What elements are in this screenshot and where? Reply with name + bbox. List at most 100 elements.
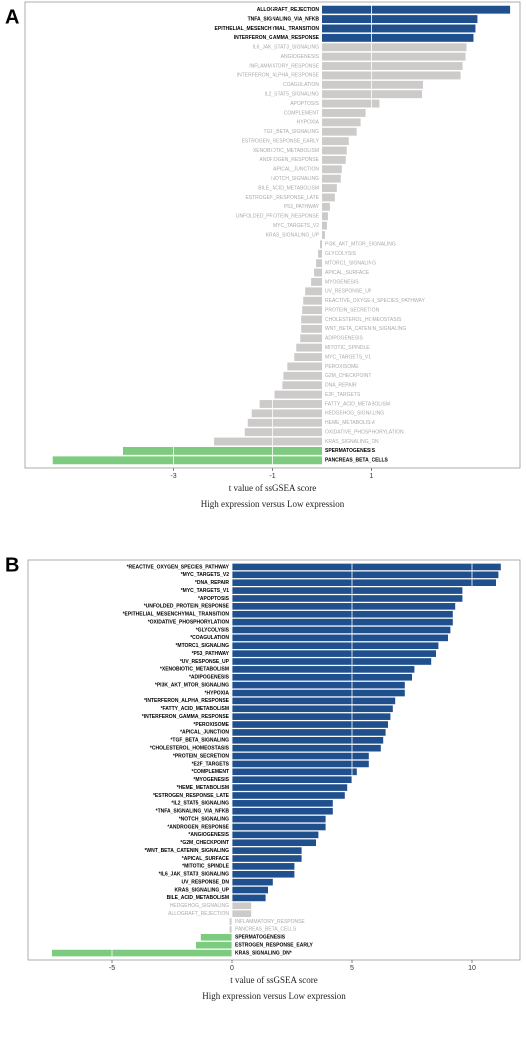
bar — [232, 681, 405, 689]
bar — [251, 409, 322, 418]
bar-label: IL2_STAT5_SIGNALING — [264, 92, 319, 98]
bar-label: HEDGEHOG_SIGNALING — [170, 903, 229, 909]
bar — [287, 362, 322, 371]
bar — [232, 603, 456, 610]
bar-label: *MYOGENESIS — [193, 777, 229, 783]
bar-label: MYOGENESIS — [325, 279, 359, 285]
bar-label: *MYC_TARGETS_V1 — [181, 588, 229, 594]
bar-label: NOTCH_SIGNALING — [271, 176, 319, 182]
bar-label: *HEME_METABOLISM — [177, 785, 229, 791]
x-tick-label: -3 — [170, 473, 176, 480]
bar-label: EPITHELIAL_MESENCHYMAL_TRANSITION — [215, 26, 320, 32]
bar-label: MITOTIC_SPINDLE — [325, 345, 370, 351]
bar-label: FATTY_ACID_METABOLISM — [325, 401, 390, 407]
bar — [232, 571, 499, 579]
bar-label: ANDROGEN_RESPONSE — [260, 157, 320, 163]
bar-label: INTERFERON_ALPHA_RESPONSE — [237, 73, 320, 79]
bar — [232, 752, 369, 760]
bar-label: COAGULATION — [283, 82, 319, 88]
bar-label: PEROXISOME — [325, 364, 359, 370]
bar — [123, 446, 322, 455]
bar-label: PI3K_AKT_MTOR_SIGNALING — [325, 242, 396, 248]
bar — [200, 933, 232, 941]
bar — [232, 729, 386, 736]
bar — [232, 886, 268, 894]
bar-label: ESTROGEN_RESPONSE_EARLY — [242, 138, 320, 144]
bar — [322, 109, 366, 117]
bar-label: UNFOLDED_PROTEIN_RESPONSE — [236, 214, 320, 220]
bar — [214, 437, 322, 446]
bar-label: *UNFOLDED_PROTEIN_RESPONSE — [144, 604, 230, 610]
bar — [52, 949, 232, 957]
bar-label: BILE_ACID_METABOLISM — [167, 895, 229, 901]
bar-label: APICAL_SURFACE — [325, 270, 370, 276]
bar — [322, 24, 476, 33]
bar — [318, 249, 322, 258]
bar-label: *OXIDATIVE_PHOSPHORYLATION — [148, 619, 230, 625]
bar — [232, 776, 352, 784]
bar — [232, 713, 391, 720]
bar — [232, 894, 266, 902]
bar-label: *XENOBIOTIC_METABOLISM — [160, 667, 229, 673]
bar — [322, 137, 349, 146]
bar — [229, 926, 232, 933]
bar — [196, 941, 232, 949]
bar-label: *G2M_CHECKPOINT — [180, 840, 229, 846]
bar — [232, 595, 463, 602]
bar — [232, 784, 348, 791]
bar-label: PANCREAS_BETA_CELLS — [325, 458, 389, 464]
bar-label: *HYPOXIA — [205, 690, 230, 696]
bar-label: *MITOTIC_SPINDLE — [182, 864, 230, 870]
bar-label: DNA_REPAIR — [325, 383, 357, 389]
bar-label: WNT_BETA_CATENIN_SIGNALING — [325, 326, 406, 332]
bar — [232, 618, 453, 626]
bar-label: ALLOGRAFT_REJECTION — [168, 911, 229, 917]
x-tick-label: 1 — [370, 473, 374, 480]
bar-label: G2M_CHECKPOINT — [325, 373, 371, 379]
bar-label: SPERMATOGENESIS — [235, 935, 286, 941]
bar-label: *PI3K_AKT_MTOR_SIGNALING — [155, 682, 229, 688]
bar — [305, 287, 322, 296]
bar-label: *TGF_BETA_SIGNALING — [170, 738, 229, 744]
bar-label: *MYC_TARGETS_V2 — [181, 572, 229, 578]
x-tick-label: 10 — [468, 965, 476, 972]
bar-label: *PROTEIN_SECRETION — [173, 753, 230, 759]
bar-label: *INTERFERON_GAMMA_RESPONSE — [142, 714, 230, 720]
bar-label: E2F_TARGETS — [325, 392, 361, 398]
bar — [232, 760, 369, 768]
bar — [322, 165, 342, 174]
bar-label: *IL6_JAK_STAT3_SIGNALING — [159, 872, 229, 878]
bar-label: *APOPTOSIS — [198, 596, 230, 602]
bar-label: MYC_TARGETS_V1 — [325, 354, 371, 360]
bar-label: ALLOGRAFT_REJECTION — [257, 7, 320, 13]
x-tick-label: 0 — [230, 965, 234, 972]
bar — [322, 184, 337, 193]
x-tick-label: 5 — [350, 965, 354, 972]
bar — [232, 650, 436, 657]
subtitle: High expression versus Low expression — [201, 499, 345, 509]
bar — [232, 792, 345, 799]
bar — [282, 381, 322, 390]
bar-label: *E2F_TARGETS — [192, 761, 230, 767]
bar — [322, 127, 357, 136]
bar — [232, 878, 273, 886]
bar-label: *UV_RESPONSE_UP — [180, 659, 230, 665]
bar-label: HEME_METABOLISM — [325, 420, 375, 426]
bar — [232, 870, 295, 878]
bar — [314, 268, 322, 277]
plot-frame — [27, 559, 521, 961]
bar — [232, 642, 439, 650]
bar — [247, 418, 322, 427]
bar — [232, 863, 295, 870]
bar-label: *EPITHELIAL_MESENCHYMAL_TRANSITION — [123, 612, 230, 618]
bar-label: CHOLESTEROL_HOMEOSTASIS — [325, 317, 402, 323]
bar — [232, 587, 463, 594]
bar — [232, 902, 252, 910]
bar — [300, 334, 322, 343]
bar-label: GLYCOLYSIS — [325, 251, 357, 257]
bar — [322, 15, 478, 24]
bar-label: ADIPOGENESIS — [325, 336, 363, 342]
bar-label: P53_PATHWAY — [284, 204, 320, 210]
bar-label: *PEROXISOME — [193, 722, 229, 728]
